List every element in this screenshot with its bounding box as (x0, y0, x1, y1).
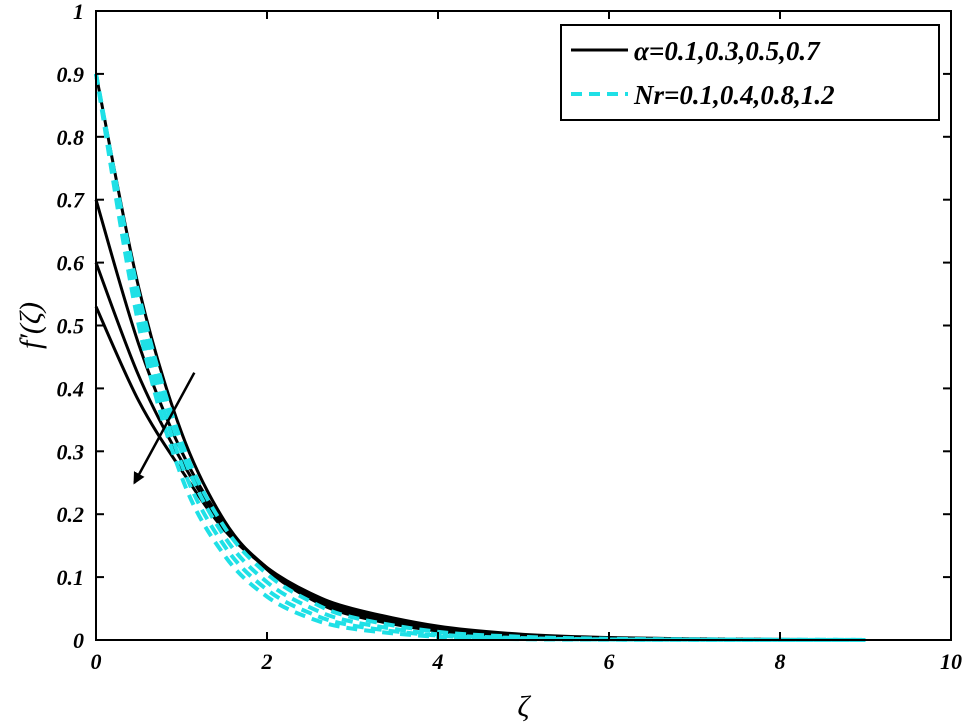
y-tick-label: 1 (73, 0, 84, 24)
y-tick-label: 0.3 (57, 439, 85, 464)
y-tick-label: 0.2 (57, 502, 85, 527)
x-axis-label: ζ (517, 690, 531, 723)
trend-arrow (133, 372, 196, 485)
legend-box (560, 24, 940, 121)
ticks-layer (95, 10, 952, 641)
legend: α=0.1,0.3,0.5,0.7 Nr=0.1,0.4,0.8,1.2 (560, 24, 940, 121)
y-tick-label: 0.4 (57, 376, 85, 401)
series-line-nr-6 (94, 73, 866, 642)
annotation-layer (133, 372, 196, 485)
y-tick-label: 0.9 (57, 62, 85, 87)
legend-label-nr: Nr=0.1,0.4,0.8,1.2 (633, 80, 835, 110)
y-tick-label: 0.7 (57, 188, 86, 213)
series-layer (94, 73, 866, 642)
series-line-alpha-1 (94, 262, 866, 642)
series-line-alpha-3 (94, 73, 866, 642)
series-line-nr-4 (94, 73, 866, 642)
series-line-alpha-0 (94, 306, 866, 642)
y-tick-label: 0.8 (57, 125, 85, 150)
y-tick-label: 0.1 (57, 565, 85, 590)
y-tick-label: 0.5 (57, 314, 85, 339)
x-tick-label: 8 (775, 649, 786, 674)
x-tick-label: 4 (432, 649, 444, 674)
legend-label-alpha: α=0.1,0.3,0.5,0.7 (634, 36, 821, 66)
x-tick-label: 10 (940, 649, 962, 674)
y-axis-label: f′(ζ) (14, 302, 47, 349)
series-line-nr-7 (94, 73, 866, 642)
series-line-alpha-2 (94, 199, 866, 642)
y-tick-label: 0.6 (57, 251, 85, 276)
x-tick-label: 6 (604, 649, 615, 674)
x-tick-label: 0 (91, 649, 102, 674)
series-line-nr-5 (94, 73, 866, 642)
x-tick-label: 2 (261, 649, 273, 674)
tick-labels-layer: 0 2 4 6 8 10 0 0.1 0.2 0.3 0.4 0.5 0.6 0.7 0.8 0.9 1 (57, 0, 963, 674)
y-tick-label: 0 (73, 628, 84, 653)
